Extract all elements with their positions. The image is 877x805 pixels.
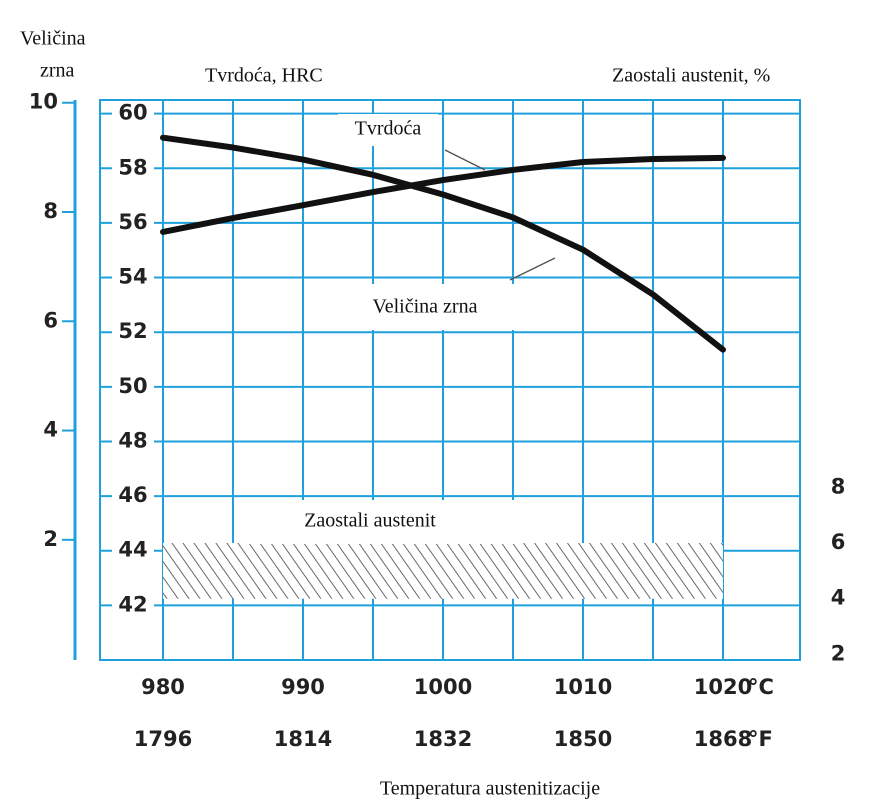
x-tick-label: 980	[141, 675, 185, 699]
label-bg	[112, 320, 154, 345]
x-unit-f: °F	[748, 727, 773, 751]
label-bg	[112, 538, 154, 563]
y2-tick-label: 4	[831, 586, 846, 610]
y3-label: zrna	[40, 60, 75, 82]
label-bg	[112, 156, 154, 181]
x-tick-label-f: 1832	[414, 727, 472, 751]
y2-tick-label: 8	[831, 474, 846, 498]
y-tick-label: 42	[118, 592, 147, 616]
y2-label: Zaostali austenit, %	[612, 65, 770, 87]
y-tick-label: 46	[118, 483, 147, 507]
x-tick-label-f: 1814	[274, 727, 332, 751]
y3-tick-label: 10	[29, 90, 58, 114]
y-label: Tvrdoća, HRC	[205, 65, 323, 87]
x-label: Temperatura austenitizacije	[380, 778, 600, 800]
label-bg	[245, 500, 520, 544]
x-tick-label-f: 1850	[554, 727, 612, 751]
x-tick-label: 990	[281, 675, 325, 699]
label-bg	[112, 265, 154, 290]
x-tick-label: 1010	[554, 675, 612, 699]
label-bg	[112, 484, 154, 509]
y-tick-label: 54	[118, 265, 147, 289]
label-bg	[112, 101, 154, 126]
label-bg	[112, 593, 154, 618]
y3-tick-label: 4	[43, 418, 58, 442]
series-label: Tvrdoća	[355, 118, 422, 140]
line	[160, 154, 726, 235]
y-tick-label: 56	[118, 210, 147, 234]
x-unit: °C	[748, 675, 774, 699]
y-tick-label: 50	[118, 374, 147, 398]
x-tick-label-f: 1796	[134, 727, 192, 751]
label-bg	[112, 429, 154, 454]
y-tick-label: 44	[118, 538, 147, 562]
label-bg	[338, 114, 438, 146]
x-tick-label: 1000	[414, 675, 472, 699]
plot-border	[99, 99, 801, 661]
label-bg	[112, 374, 154, 399]
series-label: Veličina zrna	[373, 296, 478, 318]
y-tick-label: 60	[118, 101, 147, 125]
y-tick-label: 58	[118, 155, 147, 179]
y3-tick-label: 8	[43, 199, 58, 223]
band	[163, 542, 723, 599]
y2-tick-label: 2	[831, 641, 846, 665]
y-tick-label: 48	[118, 428, 147, 452]
y3-tick-label: 6	[43, 308, 58, 332]
label-bg	[320, 284, 520, 330]
x-tick-label: 1020	[694, 675, 752, 699]
x-tick-label-f: 1868	[694, 727, 752, 751]
y3-tick-label: 2	[43, 527, 58, 551]
label-bg	[112, 210, 154, 235]
band-label: Zaostali austenit	[304, 510, 436, 532]
pointer	[444, 149, 486, 171]
pointer	[509, 257, 556, 281]
line	[160, 134, 726, 353]
labels: Veličina zrna Tvrdoća, HRC Zaostali aust…	[20, 28, 845, 800]
y2-tick-label: 6	[831, 530, 846, 554]
y-tick-label: 52	[118, 319, 147, 343]
marks	[160, 134, 726, 599]
y3-label: Veličina	[20, 28, 86, 50]
